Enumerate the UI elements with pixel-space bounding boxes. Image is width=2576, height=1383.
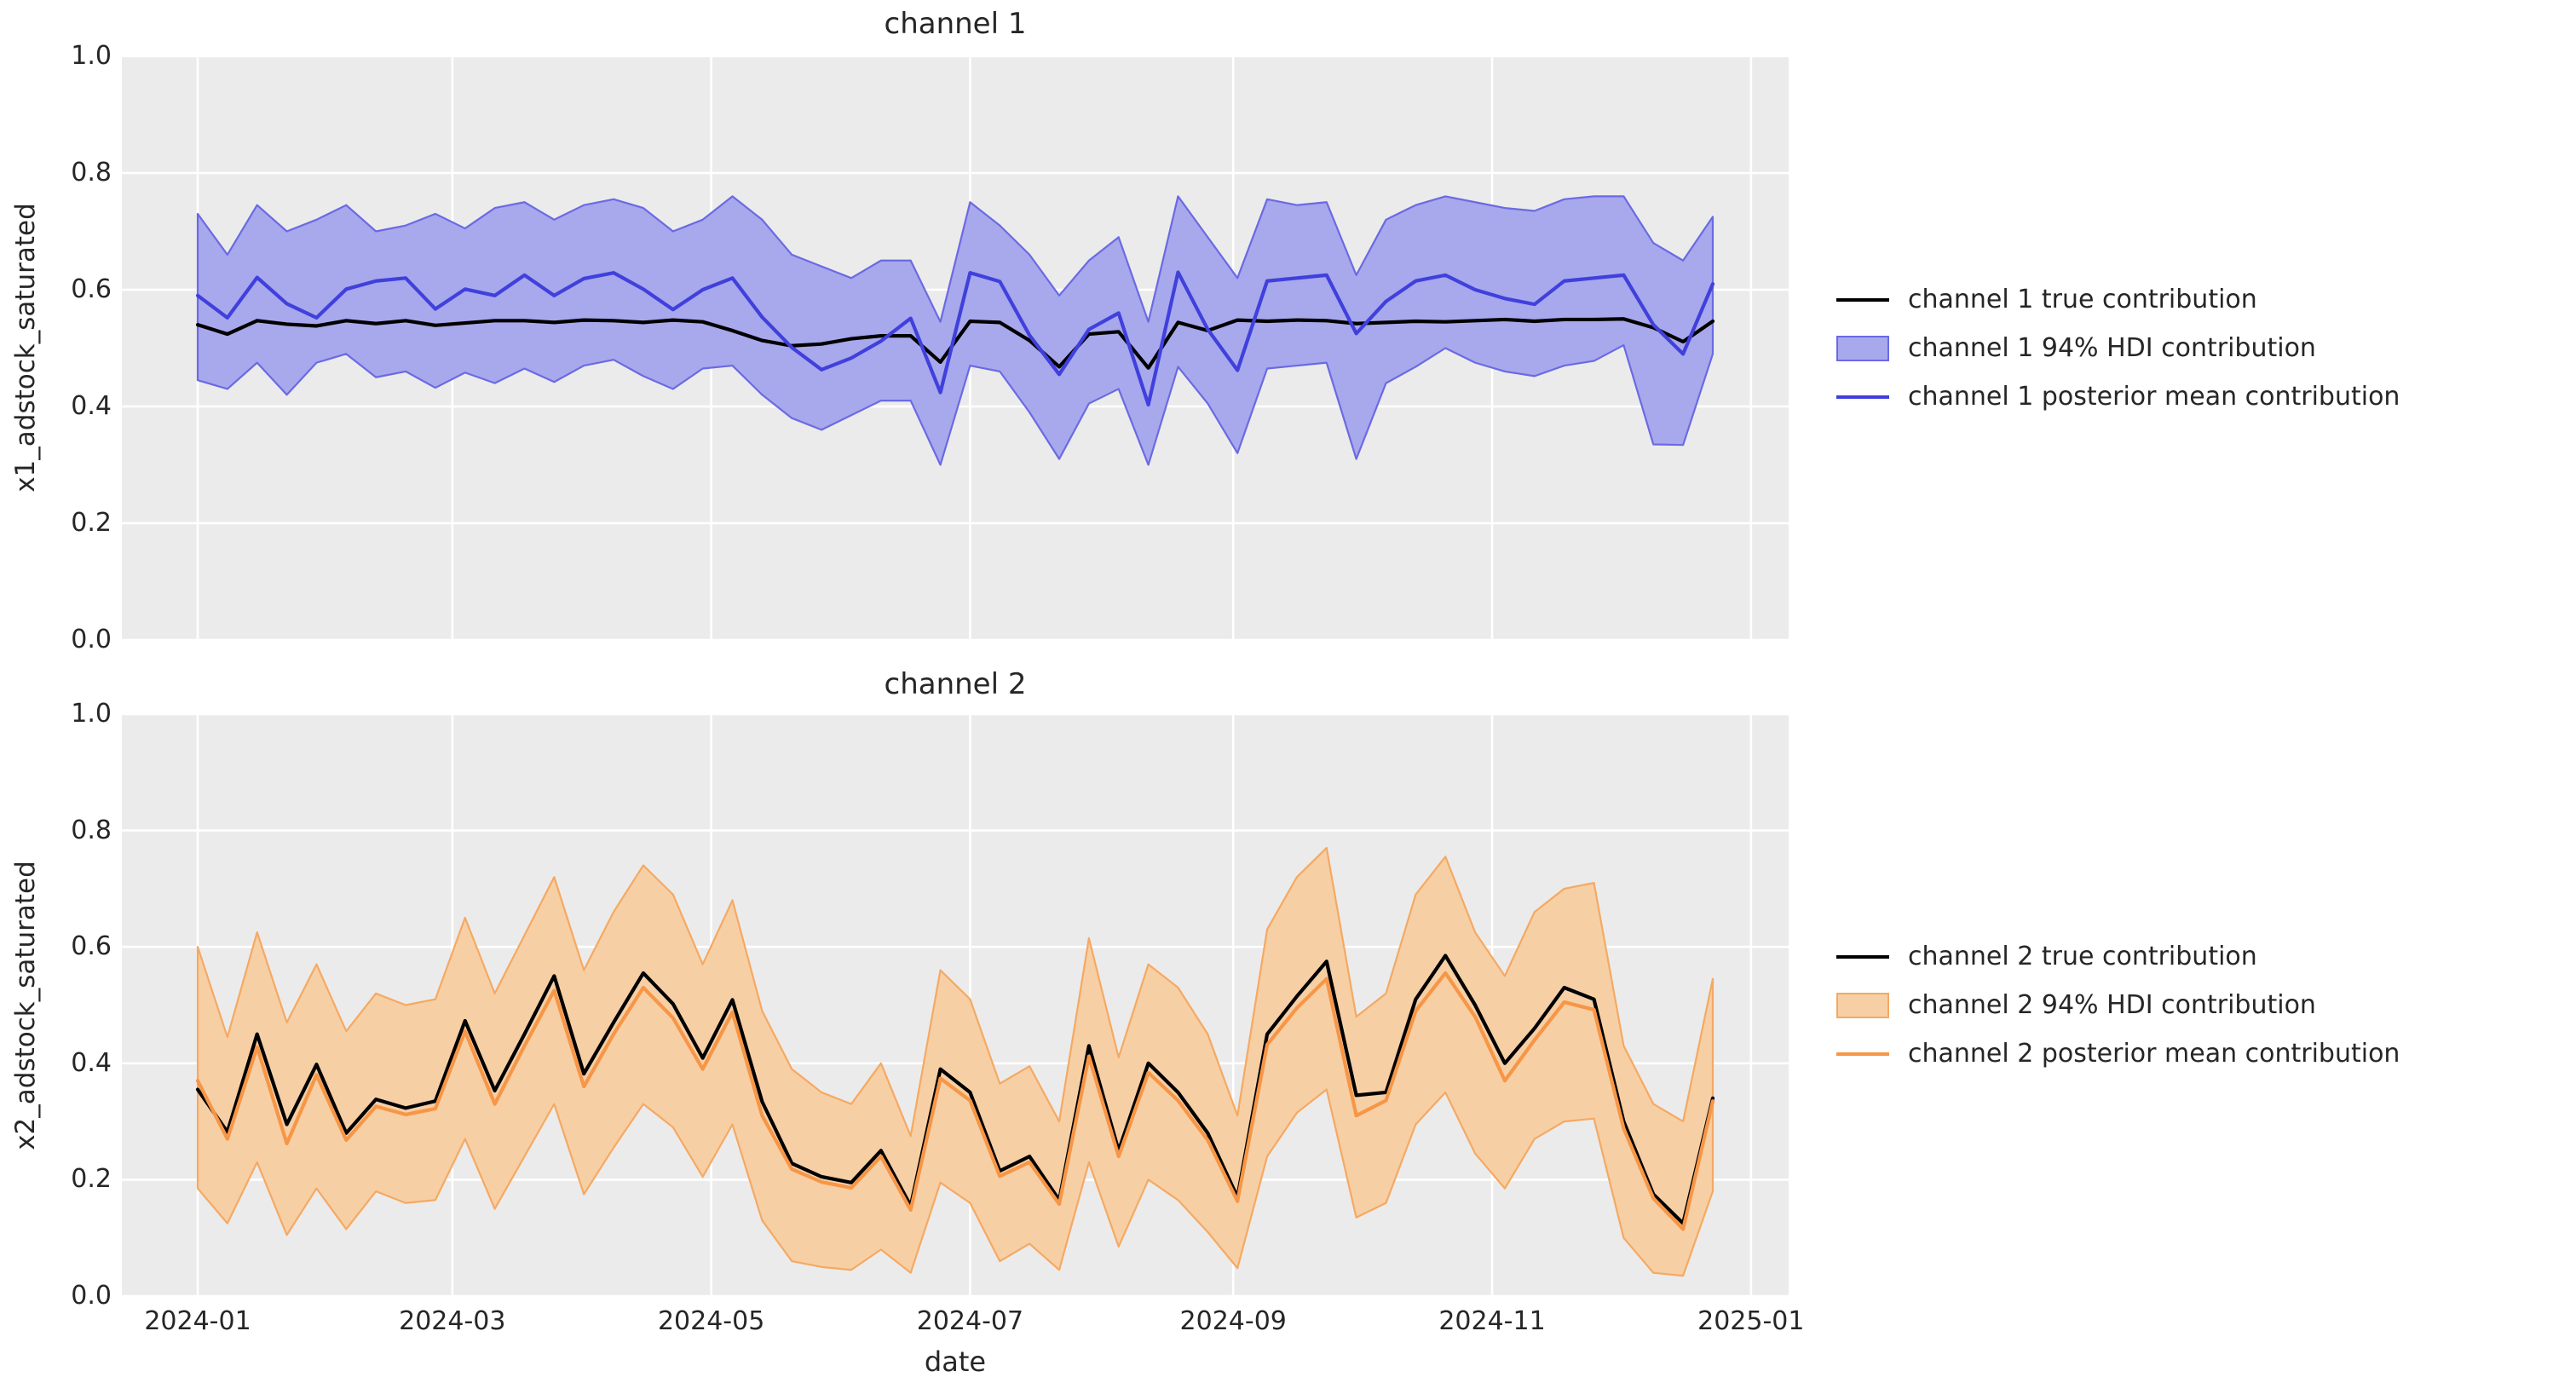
- posterior-mean-line-swatch: [1836, 395, 1889, 399]
- posterior-mean-line: [195, 270, 1715, 407]
- y-tick-label: 1.0: [71, 41, 112, 71]
- true-contribution-line: [195, 954, 1715, 1225]
- true-line-swatch: [1836, 297, 1889, 302]
- legend-item-posterior-mean-contribution: channel 2 posterior mean contribution: [1836, 1029, 2400, 1078]
- legend-channel-1: channel 1 true contribution channel 1 94…: [1836, 275, 2400, 421]
- x-tick-label: 2024-03: [399, 1306, 506, 1336]
- chart-title-channel-1: channel 1: [884, 7, 1027, 41]
- y-tick-label: 0.0: [71, 1281, 112, 1311]
- y-tick-label: 0.4: [71, 1047, 112, 1078]
- hdi-band-swatch: [1836, 992, 1889, 1018]
- x-axis-label: date: [924, 1346, 987, 1378]
- true-contribution-line: [195, 317, 1715, 370]
- plot-area-channel-2: [122, 714, 1789, 1296]
- y-tick-label: 0.4: [71, 391, 112, 421]
- x-tick-label: 2024-07: [916, 1306, 1024, 1336]
- legend-item-hdi-contribution: channel 1 94% HDI contribution: [1836, 324, 2400, 372]
- legend-label: channel 2 posterior mean contribution: [1908, 1039, 2400, 1069]
- x-tick-label: 2024-01: [144, 1306, 251, 1336]
- legend-label: channel 1 posterior mean contribution: [1908, 382, 2400, 412]
- legend-item-true-contribution: channel 2 true contribution: [1836, 932, 2400, 981]
- legend-label: channel 2 true contribution: [1908, 942, 2257, 971]
- legend-channel-2: channel 2 true contribution channel 2 94…: [1836, 932, 2400, 1078]
- y-axis-label-text: x1_adstock_saturated: [10, 203, 41, 493]
- chart-canvas: [122, 56, 1789, 640]
- posterior-mean-line: [195, 971, 1715, 1231]
- posterior-mean-line-swatch: [1836, 1052, 1889, 1056]
- chart-canvas: [122, 714, 1789, 1296]
- x-tick-label: 2024-05: [657, 1306, 765, 1336]
- x-tick-label: 2024-09: [1179, 1306, 1287, 1336]
- x-tick-label: 2025-01: [1697, 1306, 1805, 1336]
- hdi-band-swatch: [1836, 335, 1889, 361]
- y-tick-label: 1.0: [71, 699, 112, 729]
- legend-label: channel 1 94% HDI contribution: [1908, 333, 2316, 363]
- legend-item-hdi-contribution: channel 2 94% HDI contribution: [1836, 981, 2400, 1029]
- legend-label: channel 1 true contribution: [1908, 285, 2257, 314]
- y-tick-label: 0.0: [71, 625, 112, 654]
- legend-item-posterior-mean-contribution: channel 1 posterior mean contribution: [1836, 372, 2400, 421]
- y-axis-label-text: x2_adstock_saturated: [10, 861, 41, 1150]
- hdi-band: [196, 846, 1714, 1277]
- y-tick-label: 0.2: [71, 508, 112, 538]
- y-tick-label: 0.8: [71, 158, 112, 187]
- legend-label: channel 2 94% HDI contribution: [1908, 990, 2316, 1020]
- y-tick-label: 0.6: [71, 931, 112, 962]
- y-tick-label: 0.8: [71, 815, 112, 845]
- plot-area-channel-1: [122, 56, 1789, 640]
- chart-title-channel-2: channel 2: [884, 667, 1027, 701]
- true-line-swatch: [1836, 954, 1889, 959]
- legend-item-true-contribution: channel 1 true contribution: [1836, 275, 2400, 324]
- y-tick-label: 0.6: [71, 274, 112, 304]
- x-tick-label: 2024-11: [1438, 1306, 1546, 1336]
- y-tick-label: 0.2: [71, 1164, 112, 1195]
